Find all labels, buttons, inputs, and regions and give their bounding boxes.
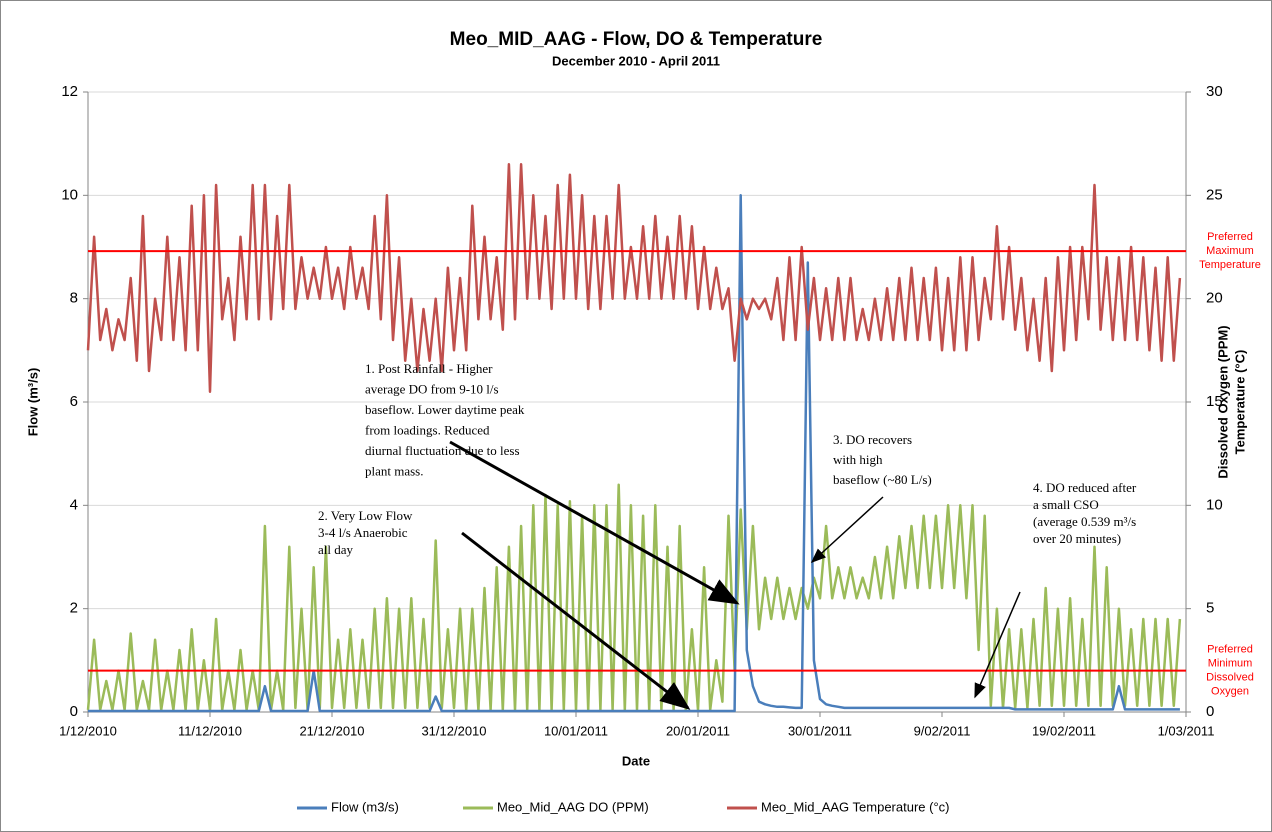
- y2-axis-label: Temperature (°C): [1232, 350, 1247, 455]
- annotation-text: 3. DO recovers: [833, 432, 912, 447]
- x-tick-label: 31/12/2010: [421, 723, 486, 738]
- x-tick-label: 19/02/2011: [1032, 723, 1096, 738]
- annotation-text: a small CSO: [1033, 497, 1099, 512]
- y2-tick-label: 10: [1206, 496, 1223, 513]
- annotation-arrow: [974, 591, 1021, 699]
- reference-label: Temperature: [1199, 259, 1261, 271]
- annotation-text: baseflow. Lower daytime peak: [365, 402, 525, 417]
- annotation-text: baseflow (~80 L/s): [833, 472, 932, 487]
- annotation-text: from loadings. Reduced: [365, 422, 490, 437]
- y-tick-label: 10: [61, 186, 78, 203]
- y-tick-label: 12: [61, 83, 78, 100]
- annotation-text: all day: [318, 542, 354, 557]
- annotation-text: 3-4 l/s Anaerobic: [318, 525, 408, 540]
- x-tick-label: 11/12/2010: [178, 723, 242, 738]
- annotation-text: over 20 minutes): [1033, 531, 1121, 546]
- x-tick-label: 30/01/2011: [788, 723, 852, 738]
- y2-tick-label: 0: [1206, 703, 1214, 720]
- y2-tick-label: 30: [1206, 83, 1223, 100]
- y2-tick-label: 15: [1206, 393, 1223, 410]
- chart-subtitle: December 2010 - April 2011: [552, 53, 720, 68]
- y-axis-label: Flow (m³/s): [25, 368, 40, 437]
- chart-title: Meo_MID_AAG - Flow, DO & Temperature: [450, 29, 823, 50]
- y-tick-label: 0: [70, 703, 78, 720]
- reference-label: Preferred: [1207, 644, 1253, 656]
- y2-axis-label: Dissolved Oxygen (PPM): [1215, 325, 1230, 478]
- reference-label: Minimum: [1208, 658, 1253, 670]
- reference-label: Maximum: [1206, 245, 1254, 257]
- reference-label: Oxygen: [1211, 686, 1249, 698]
- y-tick-label: 2: [70, 600, 78, 617]
- x-tick-label: 9/02/2011: [914, 723, 971, 738]
- x-tick-label: 10/01/2011: [544, 723, 608, 738]
- series-line: [86, 163, 1182, 393]
- x-tick-label: 20/01/2011: [666, 723, 730, 738]
- y-tick-label: 6: [70, 393, 78, 410]
- annotation-text: 4. DO reduced after: [1033, 480, 1137, 495]
- x-tick-label: 21/12/2010: [299, 723, 364, 738]
- x-tick-label: 1/03/2011: [1158, 723, 1215, 738]
- legend-label: Meo_Mid_AAG Temperature (°c): [761, 799, 949, 814]
- annotation-text: 2. Very Low Flow: [318, 508, 413, 523]
- legend-label: Meo_Mid_AAG DO (PPM): [497, 799, 649, 814]
- y2-tick-label: 20: [1206, 290, 1223, 307]
- y-tick-label: 8: [70, 290, 78, 307]
- reference-label: Preferred: [1207, 231, 1253, 243]
- annotation-text: diurnal fluctuation due to less: [365, 443, 520, 458]
- y2-tick-label: 5: [1206, 600, 1214, 617]
- annotation-text: (average 0.539 m³/s: [1033, 514, 1136, 529]
- annotation-arrow: [461, 531, 691, 710]
- legend-label: Flow (m3/s): [331, 799, 399, 814]
- x-tick-label: 1/12/2010: [59, 723, 117, 738]
- series-line: [88, 194, 1180, 713]
- reference-label: Dissolved: [1206, 672, 1254, 684]
- annotation-text: plant mass.: [365, 463, 424, 478]
- x-axis-label: Date: [622, 753, 650, 768]
- series-line: [86, 483, 1182, 712]
- annotation-arrow: [449, 440, 740, 605]
- annotation-text: average DO from 9-10 l/s: [365, 381, 499, 396]
- y-tick-label: 4: [70, 496, 78, 513]
- annotation-arrow: [810, 496, 884, 564]
- annotation-text: 1. Post Rainfall - Higher: [365, 361, 493, 376]
- annotation-text: with high: [833, 452, 883, 467]
- y2-tick-label: 25: [1206, 186, 1223, 203]
